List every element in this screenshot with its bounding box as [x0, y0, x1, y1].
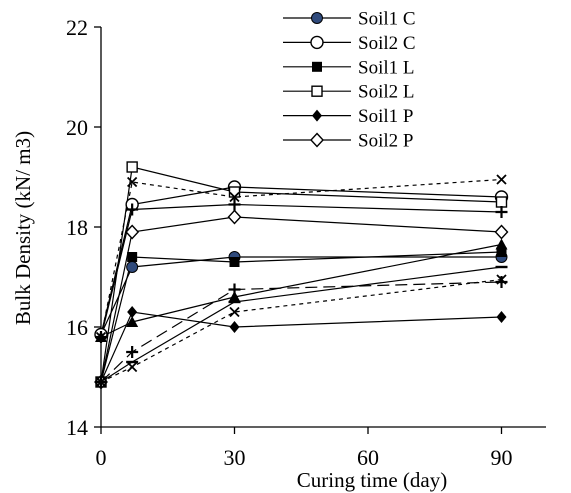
data-point-s7-4	[496, 174, 507, 185]
series-line-6	[100, 216, 502, 383]
data-point-s6-2	[125, 224, 140, 240]
data-point-s5-2	[127, 306, 138, 318]
x-tick-label: 0	[96, 445, 107, 470]
data-point-s9-4	[495, 238, 508, 250]
legend-label: Soil2 C	[358, 33, 416, 54]
y-axis-title: Bulk Density (kN/ m3)	[11, 131, 35, 325]
series-line-11	[100, 278, 502, 383]
series-line-10	[100, 281, 502, 383]
data-point-s10-3	[228, 283, 241, 296]
data-point-s10-4	[495, 276, 508, 288]
data-point-s3-3	[229, 257, 240, 267]
data-point-s11-4	[496, 274, 507, 285]
data-point-s11-3	[229, 306, 240, 318]
data-point-s4-2	[126, 161, 138, 173]
data-point-s5-4	[496, 311, 507, 323]
series-line-8	[100, 203, 502, 338]
y-tick-label: 22	[66, 15, 88, 40]
data-point-s8-2	[126, 203, 139, 216]
legend-marker	[310, 35, 324, 50]
data-point-s4-4	[495, 196, 508, 208]
x-tick-label: 90	[491, 445, 513, 470]
data-point-s8-3	[228, 198, 241, 211]
series-line-2	[100, 186, 502, 335]
data-point-s8-4	[495, 206, 508, 218]
data-point-s6-3	[227, 209, 242, 225]
y-tick-label: 16	[66, 315, 88, 340]
series-markers	[94, 161, 509, 390]
data-point-s9-1	[95, 331, 107, 342]
legend: Soil1 C Soil2 C Soil1 L Soil2 L Soil1 P Soil2…	[283, 9, 416, 152]
series-line-7	[100, 178, 502, 338]
data-point-s9-3	[228, 291, 241, 302]
x-tick-label: 60	[357, 445, 379, 470]
legend-label: Soil1 P	[358, 106, 413, 127]
data-point-s3-2	[127, 252, 138, 262]
series-line-1	[100, 256, 502, 335]
series-line-9	[100, 243, 502, 338]
axes	[94, 26, 546, 434]
legend-marker	[312, 109, 322, 122]
y-tick-label: 14	[66, 415, 88, 440]
legend-label: Soil2 P	[358, 131, 413, 152]
legend-marker	[311, 12, 323, 24]
legend-label: Soil2 L	[358, 82, 414, 103]
tick-labels: 14 16 18 20 22 0 30 60 90	[66, 15, 513, 470]
x-tick-label: 30	[224, 445, 246, 470]
data-point-s4-3	[228, 186, 241, 198]
data-point-s3-4	[496, 247, 507, 257]
series-line-3	[100, 251, 502, 383]
data-point-s10-2	[126, 346, 139, 358]
data-point-s7-2	[127, 176, 138, 188]
data-point-s11-2	[127, 361, 138, 373]
data-point-s6-4	[494, 224, 509, 240]
y-tick-label: 20	[66, 115, 88, 140]
legend-label: Soil1 C	[358, 9, 416, 30]
legend-marker	[310, 132, 324, 148]
data-point-s9-2	[126, 316, 139, 327]
data-point-s7-3	[229, 191, 240, 203]
plot-area	[94, 26, 546, 434]
legend-marker	[311, 85, 323, 97]
legend-marker	[312, 61, 322, 72]
y-tick-label: 18	[66, 215, 88, 240]
series-line-5	[100, 311, 502, 383]
legend-label: Soil1 L	[358, 57, 414, 78]
series-lines	[100, 166, 502, 383]
data-point-s5-3	[229, 321, 240, 333]
series-line-12	[100, 266, 502, 383]
x-axis-title: Curing time (day)	[297, 468, 447, 492]
data-point-s1-2	[126, 261, 139, 273]
